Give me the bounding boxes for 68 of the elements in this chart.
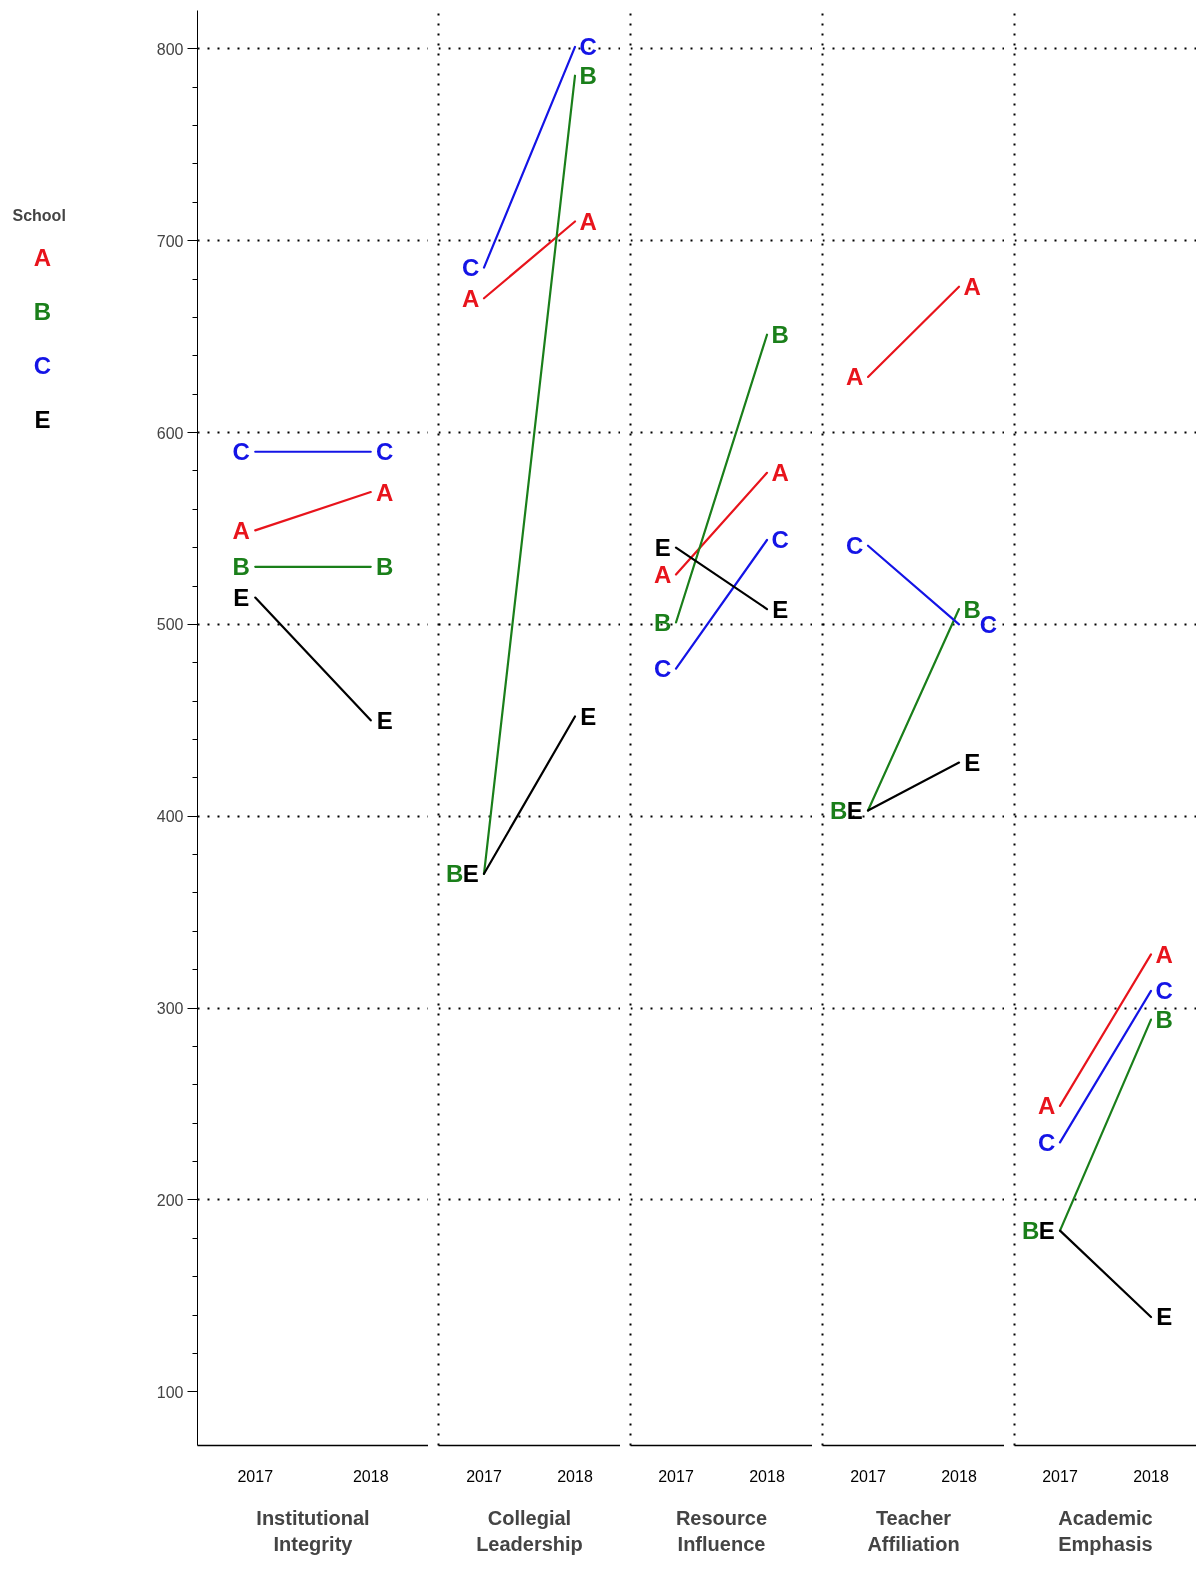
series-label: C (846, 532, 864, 560)
series-label: A (232, 516, 250, 544)
x-axis-title: Institutional Integrity (256, 1506, 370, 1555)
text: A (771, 459, 789, 487)
text: C (1155, 977, 1173, 1005)
y-tick-label: 700 (156, 232, 184, 250)
text: A (579, 208, 597, 236)
text: B (376, 553, 394, 581)
series-label: A (1038, 1092, 1056, 1120)
y-tick-label: 500 (156, 616, 184, 634)
text: B (33, 298, 52, 325)
x-axis-title: Academic Emphasis (1058, 1506, 1153, 1555)
x-tick-label: 2017 (850, 1467, 886, 1485)
x-tick-label: 2018 (557, 1467, 593, 1485)
y-tick-label: 200 (156, 1191, 184, 1209)
series-label: B (579, 62, 597, 90)
series-label: B (963, 595, 981, 623)
series-label: C (232, 438, 250, 466)
y-tick-label: 800 (156, 40, 184, 58)
legend-title: School (12, 207, 66, 224)
y-tick-label: 300 (156, 1000, 184, 1018)
series-label: C (654, 655, 672, 683)
x-tick-label: 2018 (1133, 1467, 1169, 1485)
series-label: A (462, 284, 480, 312)
text: E (964, 749, 981, 777)
series-label: C (1038, 1128, 1056, 1156)
x-tick-label: 2017 (658, 1467, 694, 1485)
y-tick-label: 600 (156, 424, 184, 442)
series-label: E (462, 860, 479, 888)
x-axis-title: Collegial Leadership (476, 1506, 583, 1555)
series-label: A (846, 363, 864, 391)
text: A (1155, 940, 1173, 968)
text: B (1021, 1217, 1040, 1245)
x-tick-label: 2018 (941, 1467, 977, 1485)
x-axis-title: Resource Influence (675, 1506, 768, 1555)
x-tick-label: 2018 (749, 1467, 785, 1485)
text: E (34, 406, 51, 433)
text: E (580, 702, 597, 730)
series-label: A (654, 561, 672, 589)
text: E (376, 706, 393, 734)
series-label: B (654, 608, 672, 636)
x-tick-label: 2017 (466, 1467, 502, 1485)
y-tick-label: 400 (156, 808, 184, 826)
y-tick-label: 100 (156, 1383, 184, 1401)
text: C (33, 352, 52, 379)
x-tick-label: 2017 (237, 1467, 274, 1485)
text: C (771, 526, 789, 554)
series-label: E (846, 796, 863, 824)
text: B (445, 860, 464, 888)
series-label: E (654, 534, 671, 562)
series-label: B (232, 553, 250, 581)
text: A (963, 273, 981, 301)
text: E (772, 595, 789, 623)
text: C (579, 33, 597, 61)
text: B (771, 321, 789, 349)
x-tick-label: 2018 (352, 1467, 389, 1485)
text: E (1156, 1303, 1173, 1331)
text: A (376, 478, 394, 506)
series-label: C (462, 254, 480, 282)
series-label: E (1038, 1217, 1055, 1245)
text: C (376, 438, 394, 466)
text: C (979, 610, 998, 638)
x-axis-title: Teacher Affiliation (867, 1506, 960, 1555)
legend-label: E (233, 584, 250, 612)
text: A (33, 244, 52, 271)
text: B (829, 796, 848, 824)
x-tick-label: 2017 (1042, 1467, 1078, 1485)
series-label: B (1155, 1006, 1173, 1034)
